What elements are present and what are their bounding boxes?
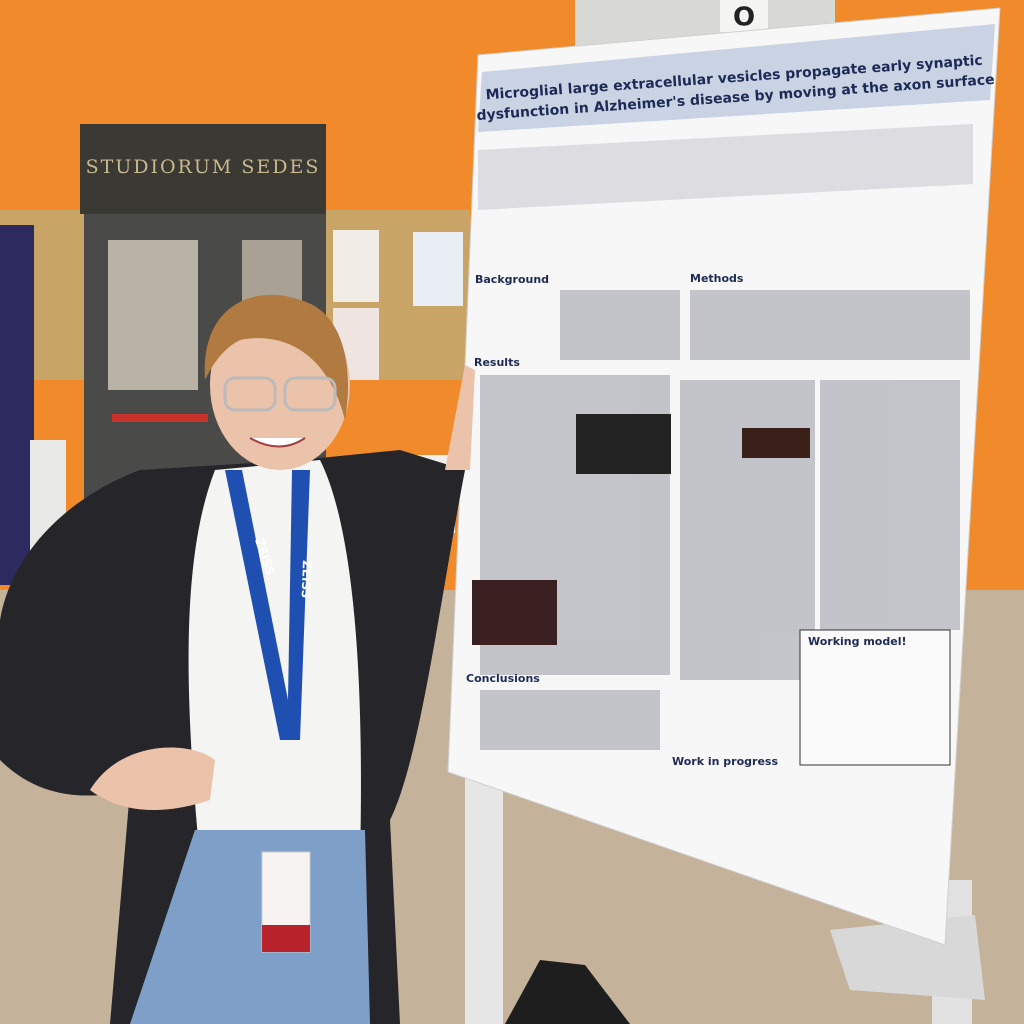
hand <box>90 747 215 810</box>
door-sign: STUDIORUM SEDES <box>86 156 321 178</box>
bag <box>505 960 630 1024</box>
poster-section: Working model! <box>808 635 906 648</box>
flyer <box>333 230 379 302</box>
working-model-box <box>799 629 951 766</box>
door-glass <box>108 240 198 390</box>
figure <box>680 380 815 680</box>
microscopy-image <box>742 428 810 458</box>
abstract-block <box>478 124 973 210</box>
raised-hand <box>445 365 475 470</box>
figure <box>560 290 680 360</box>
room-sign: O <box>733 3 755 33</box>
door-header <box>80 124 326 214</box>
badge-stripe <box>262 925 310 952</box>
poster-title-band <box>478 24 995 132</box>
poster-body-text <box>478 124 973 210</box>
flyer <box>413 232 463 306</box>
smile <box>249 437 306 448</box>
microscopy-image <box>576 414 671 474</box>
microscopy-image <box>472 580 557 645</box>
poster-section: Results <box>474 356 520 369</box>
figure <box>480 690 660 750</box>
figure <box>820 380 960 630</box>
poster-section: Background <box>475 273 549 286</box>
lanyard-text: ZEISS <box>299 560 314 599</box>
poster-section: Conclusions <box>466 672 540 685</box>
room-sign-plate <box>720 0 768 32</box>
poster-section: Work in progress <box>672 755 778 768</box>
glasses <box>283 376 337 412</box>
stand-base <box>830 915 985 1000</box>
banner <box>0 225 34 585</box>
poster-section: Methods <box>690 272 744 285</box>
lanyard <box>225 470 310 740</box>
hair <box>204 294 348 420</box>
door-bar <box>112 414 208 422</box>
figure <box>690 290 970 360</box>
stand-pole <box>465 770 503 1024</box>
glasses <box>223 376 277 412</box>
